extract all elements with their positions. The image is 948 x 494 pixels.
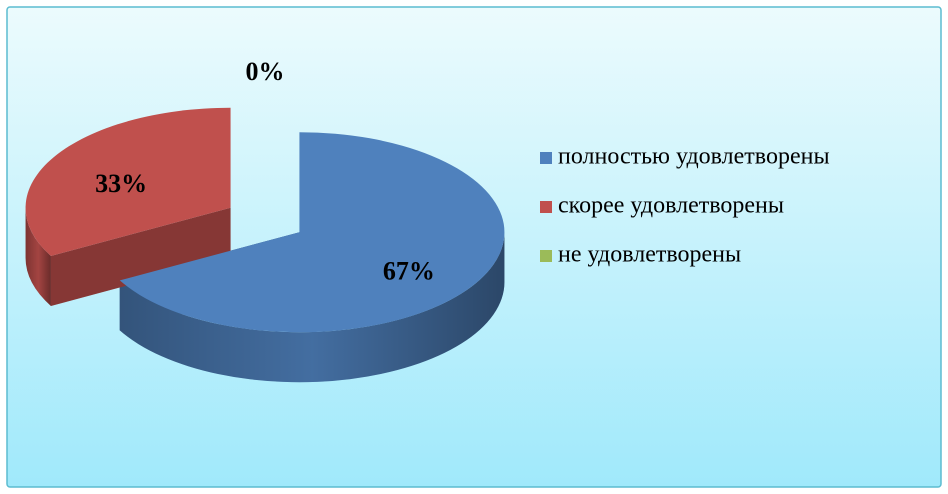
slice [25,107,231,256]
slice-edge [50,207,231,306]
slice [119,132,505,333]
data-label: 67% [383,257,435,286]
legend-swatch [540,250,552,262]
legend-label: скорее удовлетворены [558,193,784,219]
slice-side-shade [119,232,505,383]
legend-swatch [540,201,552,213]
legend-label: не удовлетворены [558,242,741,268]
slice-side-shade [25,207,51,306]
data-label: 33% [95,169,147,198]
legend-swatch [540,152,552,164]
data-label: 0% [246,57,285,86]
legend-label: полностью удовлетворены [558,144,830,170]
slice-edge-shade [50,207,231,306]
